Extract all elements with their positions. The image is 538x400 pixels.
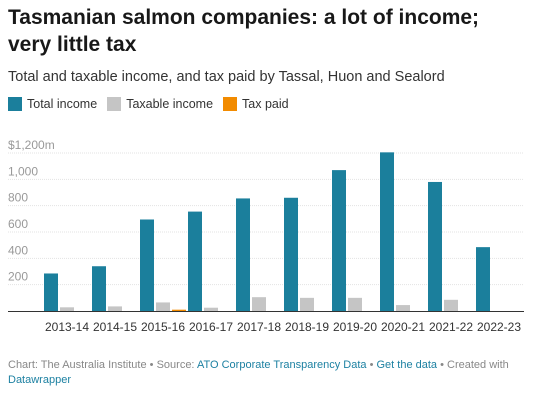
x-tick-label: 2020-21 [381,320,425,334]
x-tick-label: 2016-17 [189,320,233,334]
footer-created-with: Created with [447,359,509,371]
bar-total-income [380,152,394,311]
legend-swatch-total-income [8,97,22,111]
x-tick-label: 2014-15 [93,320,137,334]
x-tick-label: 2022-23 [477,320,521,334]
bar-total-income [92,266,106,311]
bar-chart: 200 400 600 800 1,000 $1,200m 2013-14 2014-15 20… [8,138,524,334]
chart-title: Tasmanian salmon companies: a lot of inc… [8,6,480,56]
bar-taxable-income [108,306,122,311]
bar-total-income [44,273,58,311]
legend-label-taxable-income: Taxable income [126,97,214,111]
y-tick-label: $1,200m [8,138,55,152]
bar-tax-paid [172,309,186,311]
x-tick-label: 2018-19 [285,320,329,334]
footer-separator: • [369,359,377,371]
bar-taxable-income [156,302,170,311]
bar-taxable-income [300,297,314,311]
y-tick-label: 600 [8,217,28,231]
legend-label-tax-paid: Tax paid [242,97,289,111]
bar-taxable-income [204,307,218,311]
bar-total-income [428,181,442,311]
x-tick-label: 2013-14 [45,320,89,334]
y-tick-label: 800 [8,191,28,205]
x-tick-label: 2017-18 [237,320,281,334]
bar-taxable-income [60,307,74,311]
bar-total-income [284,197,298,311]
legend-item-tax-paid: Tax paid [223,96,289,112]
source-link[interactable]: ATO Corporate Transparency Data [196,359,367,371]
y-tick-label: 200 [8,270,28,284]
datawrapper-link[interactable]: Datawrapper [8,374,71,386]
legend-swatch-taxable-income [107,97,122,111]
legend-swatch-tax-paid [223,97,238,111]
chart-footer: Chart: The Australia Institute • Source:… [8,358,528,388]
x-tick-label: 2021-22 [429,320,473,334]
chart-subtitle: Total and taxable income, and tax paid b… [8,69,445,85]
y-tick-label: 400 [8,243,28,257]
bar-total-income [332,170,346,311]
footer-source-label: Source: [156,359,195,371]
bar-total-income [140,219,154,311]
legend-item-total-income: Total income [8,96,97,112]
bar-taxable-income [252,297,266,311]
footer-separator: • [149,359,157,371]
footer-separator: • [440,359,448,371]
legend-label-total-income: Total income [27,97,98,111]
bar-total-income [476,247,490,311]
bar-total-income [236,198,250,311]
y-tick-label: 1,000 [8,164,38,178]
bar-total-income [188,211,202,311]
get-data-link[interactable]: Get the data [376,359,438,371]
bar-taxable-income [348,297,362,311]
legend-item-taxable-income: Taxable income [107,96,213,112]
bar-taxable-income [396,305,410,311]
legend: Total income Taxable income Tax paid [8,96,289,112]
bar-taxable-income [444,299,458,311]
x-tick-label: 2019-20 [333,320,377,334]
footer-credit: Chart: The Australia Institute [8,359,147,371]
x-tick-label: 2015-16 [141,320,185,334]
